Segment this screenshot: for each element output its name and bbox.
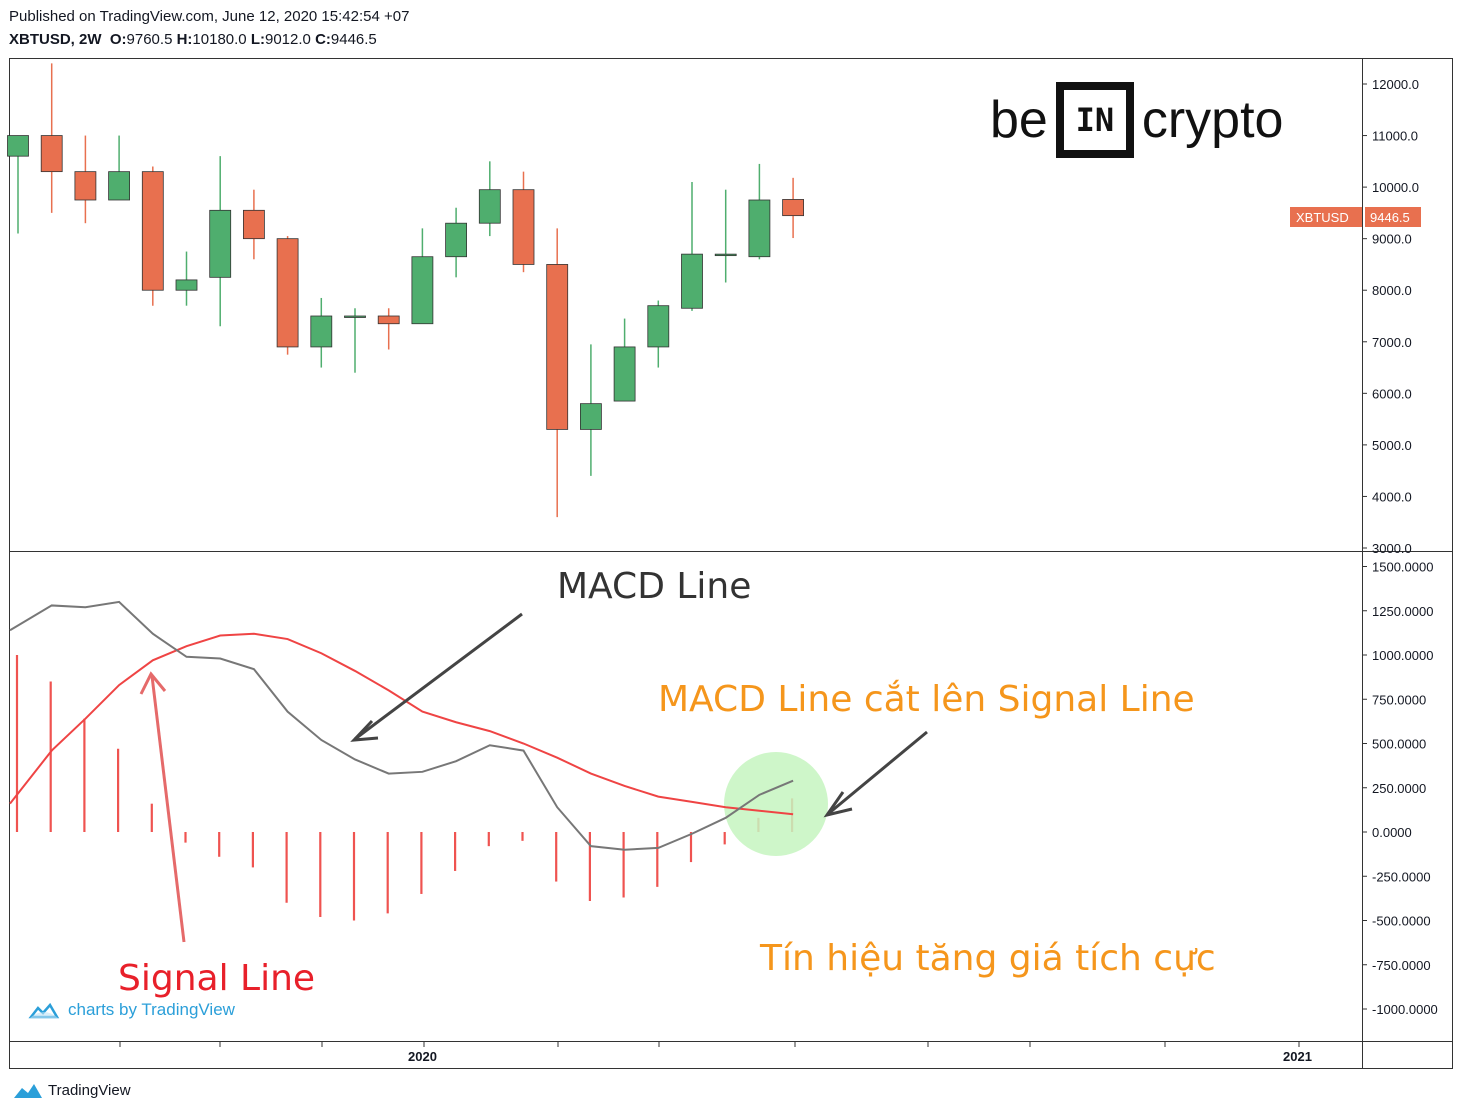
open-value: 9760.5 [126,31,173,48]
tradingview-logo-icon [14,1084,42,1098]
tradingview-watermark[interactable]: charts by TradingView [28,1000,235,1020]
candle-body [74,171,97,201]
candle-body [7,135,29,157]
time-axis: 2020 2021 [119,1042,1312,1064]
published-label: Published on TradingView.com, June 12, 2… [9,8,410,25]
time-axis-frame [9,1041,1453,1069]
time-tick-label: 2020 [408,1049,437,1064]
price-tick-label: 10000.0 [1372,180,1419,195]
logo-be: be [990,91,1048,149]
tradingview-cloud-icon [28,1002,60,1019]
signal-line-arrow [139,671,186,943]
candle-body [546,264,569,430]
price-tick-label: 6000.0 [1372,386,1412,401]
candle-body [445,222,468,258]
price-tick-label: 7000.0 [1372,335,1412,350]
crossover-highlight [724,752,828,856]
beincrypto-logo: be IN crypto [990,74,1283,166]
price-tag-symbol: XBTUSD [1296,210,1349,225]
candles-layer [7,63,804,518]
signal-line-annotation: Signal Line [118,958,315,999]
candle-body [108,171,130,201]
high-value: 10180.0 [192,31,247,48]
watermark-text: charts by TradingView [68,1000,235,1019]
macd-tick-label: 1000.0000 [1372,648,1433,663]
price-tag-value: 9446.5 [1370,210,1410,225]
logo-crypto: crypto [1141,91,1284,149]
price-axis: 12000.0 11000.0 10000.0 9000.0 8000.0 7000.0 6… [1362,77,1419,556]
footer-brand[interactable]: TradingView [12,1080,131,1100]
time-tick-label: 2021 [1283,1049,1312,1064]
cross-arrow [823,730,928,818]
candle-body [782,199,804,217]
macd-tick-label: 0.0000 [1372,825,1412,840]
macd-tick-label: -250.0000 [1372,869,1431,884]
candle-body [209,209,232,278]
candle-body [681,253,703,309]
macd-tick-label: 750.0000 [1372,692,1426,707]
macd-axis: 1500.0000 1250.0000 1000.0000 750.0000 500.0… [1362,560,1438,1017]
open-label: O: [109,31,127,48]
low-value: 9012.0 [265,31,311,48]
bullish-annotation: Tín hiệu tăng giá tích cực [759,938,1216,979]
price-tick-label: 9000.0 [1372,232,1412,247]
macd-tick-label: -750.0000 [1372,958,1431,973]
macd-tick-label: 1500.0000 [1372,560,1433,575]
candle-body [377,315,400,325]
candle-body [242,209,265,240]
high-label: H: [176,31,193,48]
candle-body [276,238,299,348]
price-tick-label: 8000.0 [1372,283,1412,298]
macd-line-annotation: MACD Line [557,566,751,607]
candle-body [748,199,771,258]
macd-line [9,600,794,851]
last-price-tag: XBTUSD 9446.5 [1290,207,1421,227]
macd-tick-label: 500.0000 [1372,737,1426,752]
low-label: L: [250,31,265,48]
candle-body [175,279,198,291]
candle-body [613,346,636,402]
price-tick-label: 5000.0 [1372,438,1412,453]
macd-line-arrow [350,612,523,742]
macd-tick-label: -500.0000 [1372,914,1431,929]
candle-body [647,305,670,348]
price-tick-label: 3000.0 [1372,541,1412,556]
price-tick-label: 11000.0 [1372,129,1418,144]
price-tick-label: 4000.0 [1372,489,1412,504]
logo-in-box: IN [1055,82,1134,158]
candle-body [411,256,434,325]
signal-line [9,632,794,816]
price-tick-label: 12000.0 [1372,77,1419,92]
symbol-timeframe: XBTUSD, 2W [9,31,102,48]
candle-body [141,171,164,291]
candle-body [344,315,366,318]
candle-body [310,315,333,348]
candle-body [714,253,737,257]
footer-text: TradingView [48,1081,131,1099]
ohlc-readout: XBTUSD, 2W O:9760.5 H:10180.0 L:9012.0 C… [9,31,377,48]
macd-lines-layer [9,600,794,851]
macd-tick-label: -1000.0000 [1372,1002,1438,1017]
close-value: 9446.5 [330,31,377,48]
macd-tick-label: 250.0000 [1372,781,1426,796]
candle-body [580,403,602,430]
candle-body [512,189,535,265]
candle-body [478,189,501,224]
macd-tick-label: 1250.0000 [1372,604,1433,619]
cross-annotation: MACD Line cắt lên Signal Line [658,679,1195,720]
close-label: C: [315,31,331,48]
candle-body [40,135,63,173]
